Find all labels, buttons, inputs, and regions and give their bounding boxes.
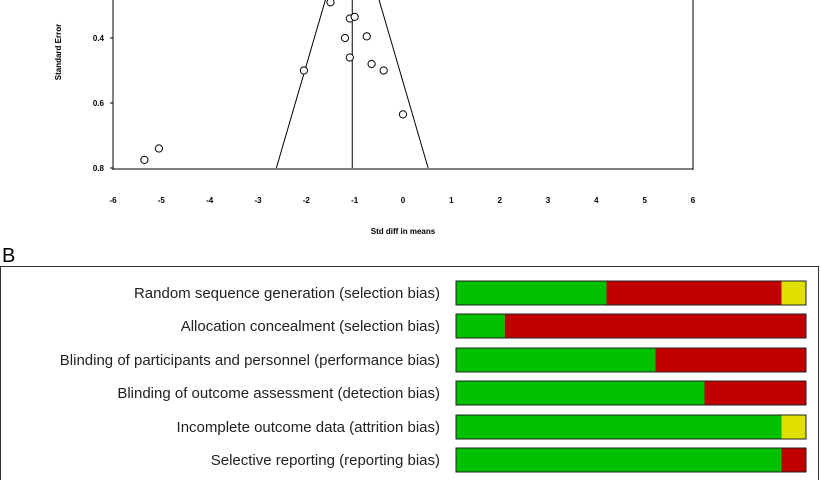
study-point xyxy=(154,144,164,153)
x-tick-label: 3 xyxy=(546,196,551,205)
x-tick-label: -4 xyxy=(206,196,214,205)
bias-bar-segment xyxy=(606,281,782,305)
bias-bar-outline xyxy=(455,447,807,473)
panel-label-b: B xyxy=(2,245,15,267)
x-tick-label: -5 xyxy=(158,196,166,205)
x-tick-label: -3 xyxy=(254,196,262,205)
x-tick-label: 5 xyxy=(642,196,647,205)
bias-domain-label: Incomplete outcome data (attrition bias) xyxy=(177,419,440,436)
study-point xyxy=(345,53,354,62)
y-axis-title: Standard Error xyxy=(54,24,63,80)
y-tick-labels: 0.4 0.6 0.8 xyxy=(93,34,113,173)
study-point xyxy=(340,33,350,43)
funnel-lines xyxy=(275,0,429,169)
bias-bar-outline xyxy=(455,414,807,440)
bias-bar-segment xyxy=(505,314,806,338)
bias-bar-segment xyxy=(704,381,806,405)
study-point xyxy=(398,110,408,119)
x-tick-label: -2 xyxy=(303,196,311,205)
risk-of-bias-chart: Random sequence generation (selection bi… xyxy=(60,280,807,473)
study-point xyxy=(326,0,335,7)
funnel-left-line xyxy=(275,0,326,169)
funnel-plot: -6 -5 -4 -3 -2 -1 0 1 2 3 4 5 6 0.4 0.6 0.8 Std diff i… xyxy=(54,0,696,236)
bias-domain-label: Selective reporting (reporting bias) xyxy=(211,452,440,469)
bias-domain-label: Random sequence generation (selection bi… xyxy=(134,285,440,302)
x-tick-label: -1 xyxy=(351,196,359,205)
study-point xyxy=(140,155,149,164)
study-point xyxy=(362,32,371,41)
x-tick-label: 4 xyxy=(594,196,599,205)
bias-bar-segment xyxy=(781,415,806,439)
bias-bar-segment xyxy=(456,314,505,338)
study-points xyxy=(140,0,408,164)
x-tick-label: -6 xyxy=(109,196,117,205)
bias-bar-outline xyxy=(455,313,807,339)
bias-bar-segment xyxy=(456,381,705,405)
x-tick-label: 1 xyxy=(449,196,454,205)
x-axis-title: Std diff in means xyxy=(371,227,436,236)
bias-domain-label: Blinding of outcome assessment (detectio… xyxy=(117,385,440,402)
x-tick-labels: -6 -5 -4 -3 -2 -1 0 1 2 3 4 5 6 xyxy=(109,196,695,205)
x-tick-label: 6 xyxy=(691,196,696,205)
risk-of-bias-frame xyxy=(0,266,819,480)
study-point xyxy=(299,66,309,75)
funnel-right-line xyxy=(378,0,429,169)
bias-bar-outline xyxy=(455,380,807,406)
bias-bar-outline xyxy=(455,347,807,373)
y-tick-label: 0.4 xyxy=(93,34,105,43)
bias-bar-segment xyxy=(456,415,782,439)
bias-bar-outline xyxy=(455,280,807,306)
x-tick-label: 2 xyxy=(497,196,502,205)
bias-domain-label: Blinding of participants and personnel (… xyxy=(60,352,440,369)
bias-bar-segment xyxy=(456,448,782,472)
x-tick-label: 0 xyxy=(401,196,406,205)
study-point xyxy=(350,12,359,21)
bias-domain-label: Allocation concealment (selection bias) xyxy=(181,318,440,335)
bias-bar-segment xyxy=(781,281,806,305)
bias-bar-segment xyxy=(655,348,806,372)
bias-bar-segment xyxy=(781,448,806,472)
y-tick-label: 0.6 xyxy=(93,99,105,108)
study-point xyxy=(367,59,376,69)
y-tick-label: 0.8 xyxy=(93,164,105,173)
bias-bar-segment xyxy=(456,348,656,372)
study-point xyxy=(379,66,388,75)
bias-bar-segment xyxy=(456,281,607,305)
